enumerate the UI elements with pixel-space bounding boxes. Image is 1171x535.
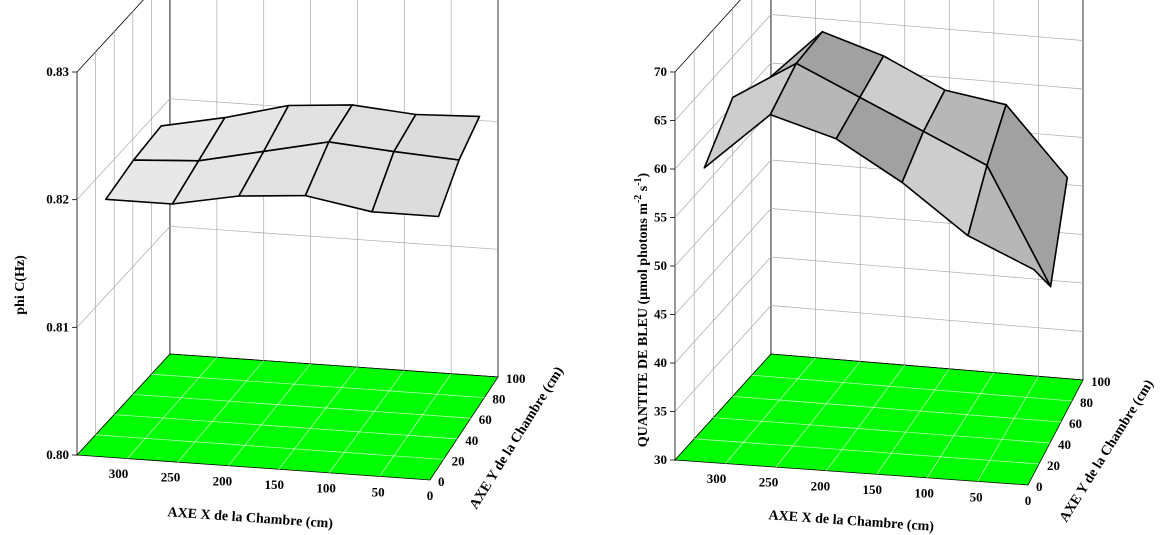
right-z-tick-label: 55: [654, 210, 668, 225]
right-z-tick-label: 45: [654, 307, 668, 322]
right-z-tick-label: 35: [654, 404, 668, 419]
left-y-tick-label: 0: [438, 474, 445, 489]
left-floor-gridline: [114, 414, 458, 440]
right-floor-gridline: [732, 396, 1062, 423]
left-wall-gridline: [169, 225, 499, 250]
right-y-tick-label: 40: [1058, 437, 1071, 452]
right-x-axis-label: AXE X de la Chambre (cm): [768, 508, 935, 535]
right-wall-gridline: [674, 159, 772, 267]
right-floor-gridline: [751, 374, 1073, 402]
left-floor-gridline: [127, 357, 218, 459]
right-surface-chart: 30 35 40 45 50 55 60 65 70 300 250 200 150 100 50 00 20 4…: [654, 0, 1111, 508]
right-y-tick-label: 100: [1091, 374, 1111, 389]
left-floor-gridline: [132, 394, 471, 419]
right-wall-gridline: [770, 256, 1084, 284]
right-floor-gridline: [926, 372, 995, 479]
left-wall-gridline: [76, 226, 171, 328]
left-z-tick-label: 0.81: [46, 319, 69, 334]
right-wall-gridline: [674, 111, 772, 218]
left-y-tick-label: 80: [492, 392, 505, 407]
right-z-tick-label: 65: [654, 113, 668, 128]
left-x-tick-label: 300: [109, 466, 129, 481]
right-surface-patch: [967, 164, 1052, 288]
left-floor-gridline: [151, 373, 485, 398]
right-wall-gridline: [770, 305, 1084, 332]
right-floor-gridline: [775, 361, 861, 468]
left-floor-gridline: [278, 366, 358, 470]
right-z-tick-label: 40: [654, 355, 667, 370]
left-x-tick-label: 200: [213, 473, 233, 488]
left-y-tick-label: 40: [465, 433, 478, 448]
right-floor-gridline: [713, 417, 1051, 444]
right-y-tick-label: 0: [1036, 479, 1043, 494]
right-wall-gridline: [770, 14, 1084, 41]
left-floor-gridline: [95, 434, 444, 460]
left-wall-gridline: [76, 98, 171, 200]
right-floor-gridline: [825, 364, 906, 471]
left-surface-chart: 0.80 0.81 0.82 0.83 300 250 200 150 100 50 00 20406…: [46, 0, 526, 503]
left-x-tick-label: 50: [372, 484, 385, 499]
right-x-tick-label: 250: [759, 475, 779, 490]
left-floor-gridline: [227, 363, 311, 466]
left-z-tick-label: 0.82: [46, 192, 69, 207]
right-y-tick-label: 80: [1080, 395, 1093, 410]
right-wall-gridline: [674, 14, 772, 121]
left-x-tick-label: 250: [161, 470, 181, 485]
right-wall-gridline: [674, 305, 772, 412]
right-wall-gridline: [674, 208, 772, 315]
right-x-tick-label: 150: [863, 482, 883, 497]
right-floor-gridline: [725, 357, 816, 464]
right-x-tick-label: 50: [970, 489, 983, 504]
right-z-tick-label: 60: [654, 161, 667, 176]
right-floor: [674, 353, 1084, 486]
right-x-tick-label: 300: [707, 471, 727, 486]
right-y-tick-label: 20: [1047, 458, 1060, 473]
right-z-tick-label: 30: [654, 452, 667, 467]
left-surface-patch: [371, 150, 460, 218]
left-y-tick-label: 20: [452, 453, 465, 468]
right-z-axis-label: QUANTITE DE BLEU (µmol photons m-2 s-1): [633, 172, 651, 447]
right-z-tick-label: 50: [654, 258, 667, 273]
right-floor-gridline: [977, 376, 1039, 482]
left-floor-gridline: [379, 373, 452, 477]
right-floor-gridline: [876, 368, 950, 475]
left-x-axis-label: AXE X de la Chambre (cm): [167, 505, 334, 532]
left-z-tick-label: 0.80: [46, 447, 69, 462]
right-x-tick-label: 100: [914, 486, 934, 501]
right-wall-gridline: [674, 256, 772, 364]
left-z-axis-label: phi C(Hz): [13, 255, 28, 315]
left-x-tick-label: 0: [427, 488, 434, 503]
left-x-tick-label: 100: [316, 481, 336, 496]
left-floor-gridline: [328, 370, 405, 474]
right-z-tick-label: 70: [654, 64, 667, 79]
right-x-tick-label: 200: [811, 478, 831, 493]
left-z-tick-label: 0.83: [46, 64, 69, 79]
left-floor-gridline: [177, 360, 265, 463]
left-x-tick-label: 150: [265, 477, 285, 492]
right-x-tick-label: 0: [1025, 493, 1032, 508]
right-floor-gridline: [694, 438, 1040, 465]
left-y-tick-label: 60: [479, 412, 492, 427]
left-y-tick-label: 100: [506, 371, 526, 386]
right-y-tick-label: 60: [1069, 416, 1082, 431]
right-wall-gridline: [674, 62, 772, 170]
